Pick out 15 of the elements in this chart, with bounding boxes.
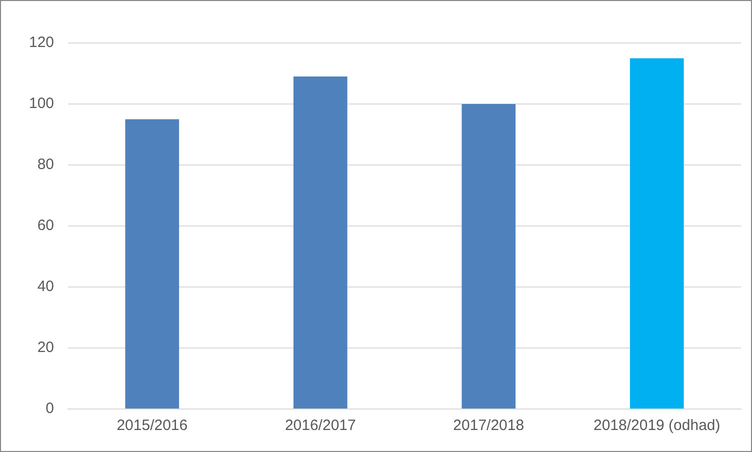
- bar: [462, 104, 516, 408]
- x-tick-label: 2016/2017: [284, 417, 356, 434]
- y-tick-label: 80: [37, 156, 54, 174]
- bar: [293, 76, 348, 408]
- x-tick-label: 2015/2016: [116, 417, 188, 434]
- bar: [125, 119, 180, 408]
- y-tick-label: 20: [37, 339, 54, 356]
- x-tick-label: 2017/2018: [453, 417, 524, 434]
- y-tick-label: 60: [37, 217, 54, 234]
- bar: [630, 58, 684, 408]
- y-tick-label: 0: [46, 400, 54, 418]
- y-tick-label: 100: [28, 95, 54, 112]
- y-tick-label: 40: [37, 278, 54, 296]
- y-tick-label: 120: [28, 34, 54, 52]
- x-tick-label: 2018/2019 (odhad): [593, 417, 720, 434]
